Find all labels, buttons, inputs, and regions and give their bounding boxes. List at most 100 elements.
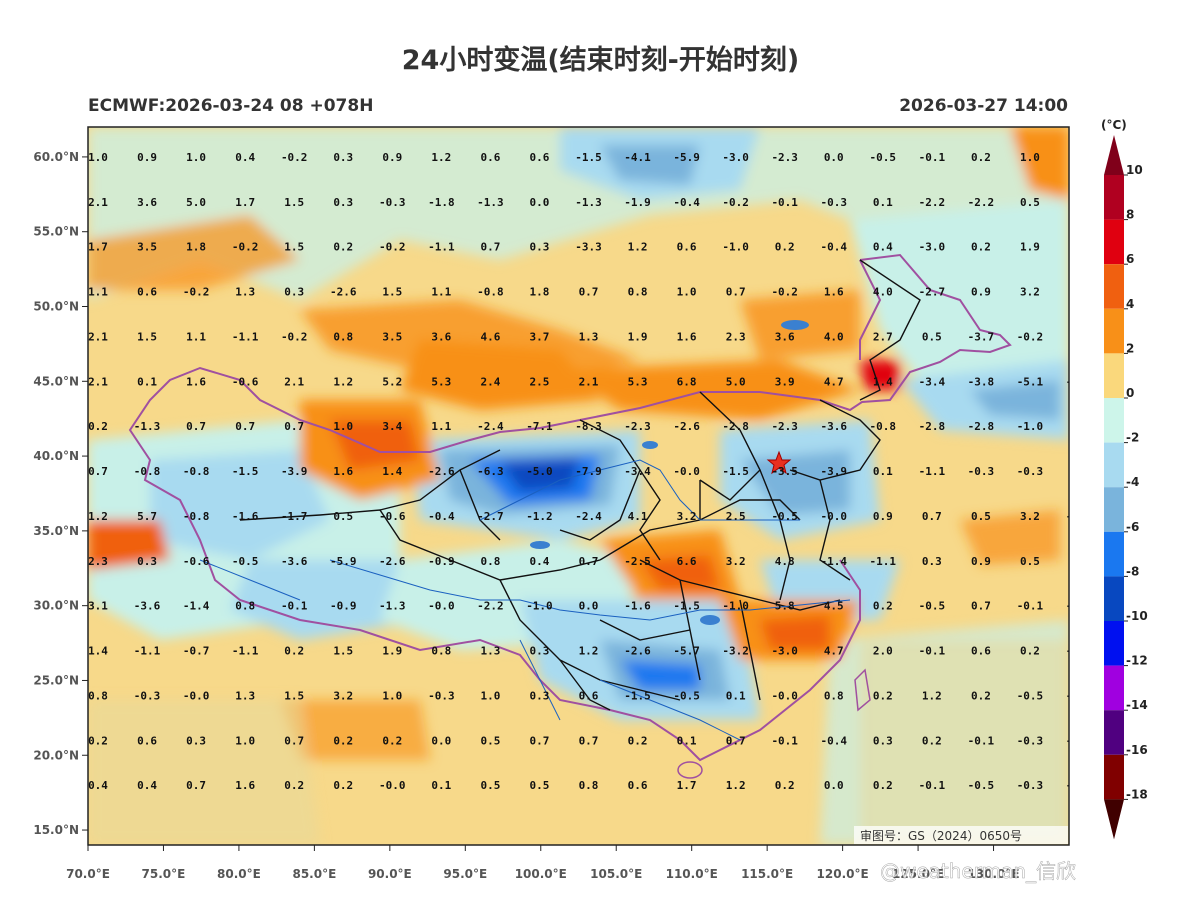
grid-value: 0.2	[971, 151, 991, 164]
grid-value: 3.2	[1020, 510, 1040, 523]
grid-value: -0.0	[379, 779, 406, 792]
grid-value: 1.5	[284, 196, 304, 209]
grid-value: 1.1	[431, 286, 451, 299]
colorbar-label: 4	[1126, 297, 1134, 311]
grid-value: 0.8	[235, 600, 255, 613]
grid-value: -0.7	[1066, 779, 1093, 792]
grid-value: -2.6	[624, 645, 651, 658]
grid-value: -0.3	[134, 689, 161, 702]
lat-tick-label: 40.0°N	[33, 449, 79, 463]
lon-tick-label: 95.0°E	[443, 867, 487, 881]
grid-value: -0.4	[821, 241, 848, 254]
grid-value: 3.5	[137, 241, 157, 254]
grid-value: -3.9	[281, 465, 308, 478]
grid-value: -0.8	[134, 465, 161, 478]
colorbar-label: -16	[1126, 743, 1148, 757]
grid-value: 0.8	[333, 330, 353, 343]
lat-tick-label: 20.0°N	[33, 748, 79, 762]
grid-value: 0.2	[922, 734, 942, 747]
grid-value: 2.4	[480, 375, 500, 388]
grid-value: 2.0	[873, 645, 893, 658]
grid-value: -1.6	[232, 510, 259, 523]
grid-value: 0.4	[235, 151, 255, 164]
grid-value: -7.1	[526, 420, 553, 433]
grid-value: 0.3	[333, 196, 353, 209]
grid-value: 1.1	[88, 286, 108, 299]
grid-value: -0.1	[919, 779, 946, 792]
grid-value: 3.6	[775, 330, 795, 343]
grid-value: -1.5	[232, 465, 259, 478]
colorbar-label: -18	[1126, 787, 1148, 801]
lat-tick-label: 55.0°N	[33, 225, 79, 239]
grid-value: 0.2	[1069, 555, 1089, 568]
grid-value: 1.3	[235, 286, 255, 299]
grid-value: -2.4	[575, 510, 602, 523]
grid-value: 0.2	[873, 600, 893, 613]
grid-value: 0.7	[530, 734, 550, 747]
grid-value: -0.7	[183, 645, 210, 658]
grid-value: 0.2	[1020, 645, 1040, 658]
grid-value: -1.1	[134, 645, 161, 658]
grid-value: 1.5	[284, 241, 304, 254]
grid-value: 0.2	[88, 420, 108, 433]
grid-value: 3.1	[88, 600, 108, 613]
colorbar-segment	[1104, 442, 1124, 488]
grid-value: -5.7	[673, 645, 700, 658]
grid-value: 0.7	[235, 420, 255, 433]
grid-value: 0.7	[480, 241, 500, 254]
grid-value: -1.7	[1066, 689, 1093, 702]
grid-value: -2.3	[771, 151, 798, 164]
grid-value: -0.6	[232, 375, 259, 388]
grid-value: 5.7	[137, 510, 157, 523]
grid-value: 3.4	[382, 420, 402, 433]
grid-value: -2.6	[330, 286, 357, 299]
colorbar-segment	[1104, 398, 1124, 443]
colorbar-unit: (°C)	[1101, 118, 1127, 132]
grid-value: 0.4	[137, 779, 157, 792]
grid-value: -0.2	[232, 241, 259, 254]
colorbar-segment	[1104, 264, 1124, 309]
grid-value: -2.2	[968, 196, 995, 209]
grid-value: 0.2	[873, 689, 893, 702]
colorbar-label: -4	[1126, 475, 1139, 489]
grid-value: -0.2	[771, 286, 798, 299]
grid-value: 0.8	[824, 689, 844, 702]
grid-value: 0.9	[137, 151, 157, 164]
grid-value: 0.1	[677, 734, 697, 747]
grid-value: 0.3	[873, 734, 893, 747]
grid-value: 1.9	[1020, 241, 1040, 254]
grid-value: -1.1	[232, 330, 259, 343]
grid-value: -3.8	[968, 375, 995, 388]
grid-value: -1.3	[379, 600, 406, 613]
grid-value: 0.9	[382, 151, 402, 164]
grid-value: 0.2	[971, 241, 991, 254]
grid-value: -0.6	[379, 510, 406, 523]
colorbar-label: -2	[1126, 431, 1139, 445]
grid-value: 0.1	[431, 779, 451, 792]
grid-value: 1.2	[88, 510, 108, 523]
grid-value: 1.9	[628, 330, 648, 343]
latitude-axis: 60.0°N 55.0°N 50.0°N 45.0°N 40.0°N 35.0°N 30.0…	[33, 150, 88, 837]
grid-value: 0.7	[1069, 330, 1089, 343]
grid-value: -0.8	[183, 510, 210, 523]
grid-value: 1.0	[333, 420, 353, 433]
grid-value: -3.6	[134, 600, 161, 613]
grid-value: 0.8	[480, 555, 500, 568]
grid-value: 0.9	[971, 286, 991, 299]
colorbar-label: -10	[1126, 609, 1148, 623]
grid-value: -0.8	[1066, 645, 1093, 658]
grid-value: -0.3	[379, 196, 406, 209]
grid-value: 0.1	[873, 465, 893, 478]
grid-value: 3.1	[1069, 196, 1089, 209]
grid-value: 1.2	[333, 375, 353, 388]
grid-value: -6.1	[1066, 375, 1093, 388]
grid-value: 0.8	[88, 689, 108, 702]
grid-value: 0.4	[873, 241, 893, 254]
grid-value: 1.0	[1020, 151, 1040, 164]
grid-value: -0.1	[919, 151, 946, 164]
grid-value: -2.6	[428, 465, 455, 478]
grid-value: -0.3	[821, 196, 848, 209]
grid-value: 3.6	[431, 330, 451, 343]
grid-value: 1.4	[382, 465, 402, 478]
